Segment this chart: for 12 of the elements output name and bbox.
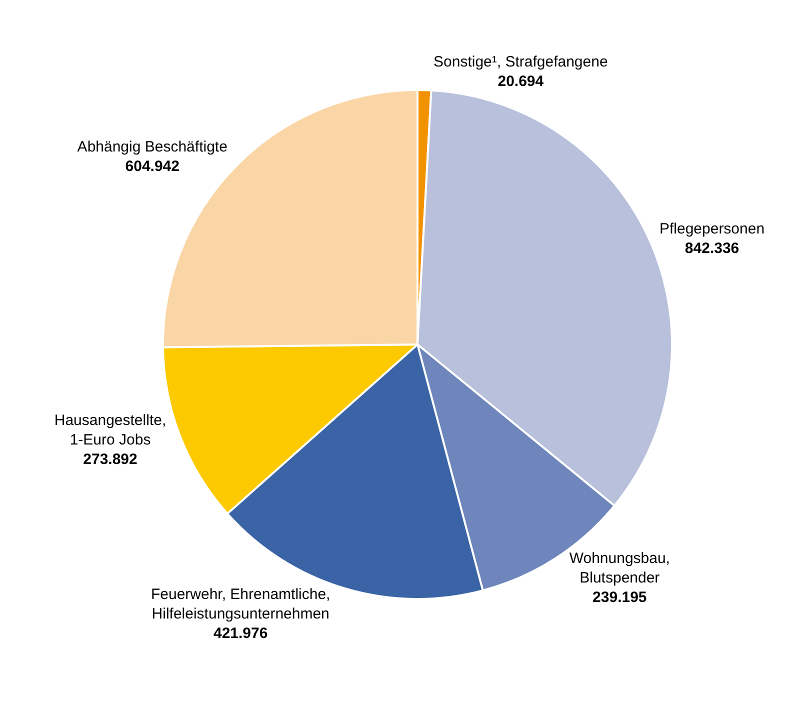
data-label: 20.694 — [498, 73, 544, 90]
slice-label: Abhängig Beschäftigte — [77, 138, 228, 156]
slice-label: Hausangestellte, 1-Euro Jobs — [54, 412, 166, 448]
data-label: 239.195 — [592, 589, 647, 606]
slice-label: Pflegepersonen — [659, 220, 765, 238]
data-label: 421.976 — [213, 624, 268, 642]
data-label: 273.892 — [83, 450, 138, 468]
data-label: 604.942 — [125, 158, 180, 175]
slice-label: Feuerwehr, Ehrenamtliche, Hilfeleistungsunternehmen — [150, 586, 330, 622]
slice-label: Wohnungsbau, Blutspender — [569, 550, 670, 587]
data-label: 842.336 — [684, 240, 740, 258]
slice-label: Sonstige¹, Strafgefangene — [434, 54, 608, 71]
